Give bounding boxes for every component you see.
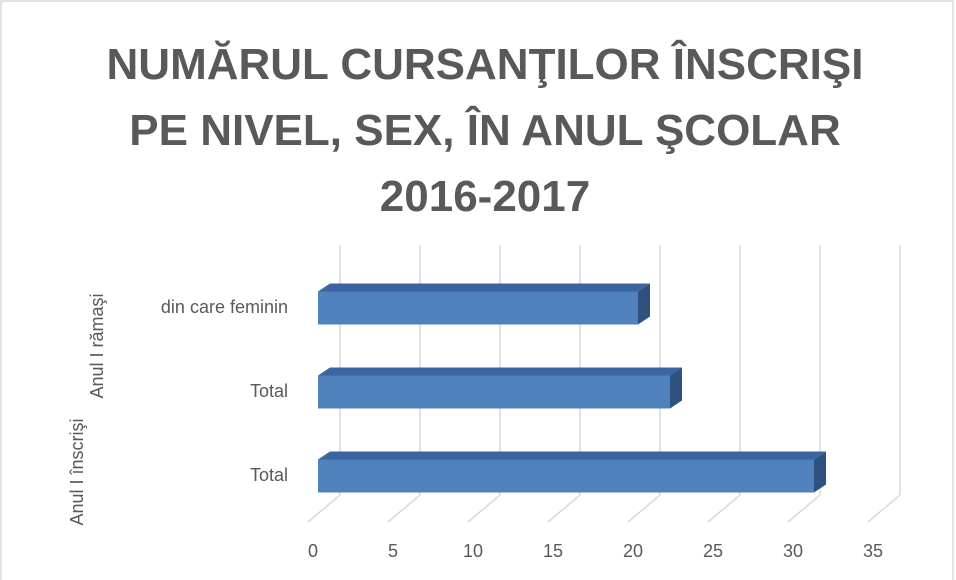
bar [318, 291, 638, 325]
bar [318, 459, 814, 493]
floor-line [867, 494, 901, 523]
y-tick-label: Total [250, 465, 288, 485]
floor-line [627, 494, 661, 523]
floor-line [387, 494, 421, 523]
floor-line [467, 494, 501, 523]
bar-side [814, 451, 826, 493]
x-tick-label: 35 [863, 541, 883, 561]
x-tick-label: 5 [388, 541, 398, 561]
bar-top [318, 451, 826, 460]
x-tick-label: 0 [308, 541, 318, 561]
bar-side [638, 283, 650, 325]
x-tick-label: 30 [783, 541, 803, 561]
bar-top [318, 367, 682, 376]
x-tick-label: 20 [623, 541, 643, 561]
floor-line [787, 494, 821, 523]
bar-side [670, 367, 682, 409]
bar-top [318, 283, 650, 292]
group-label: Anul I rămaşi [87, 293, 107, 398]
y-tick-label: din care feminin [161, 297, 288, 317]
x-tick-label: 15 [543, 541, 563, 561]
bar [318, 375, 670, 409]
group-label: Anul I înscrişi [67, 418, 87, 525]
x-tick-label: 10 [463, 541, 483, 561]
x-tick-label: 25 [703, 541, 723, 561]
floor-line [547, 494, 581, 523]
floor-line [707, 494, 741, 523]
chart-title: NUMĂRUL CURSANŢILOR ÎNSCRIŞI PE NIVEL, S… [106, 40, 864, 221]
floor-line [307, 494, 341, 523]
y-tick-label: Total [250, 381, 288, 401]
